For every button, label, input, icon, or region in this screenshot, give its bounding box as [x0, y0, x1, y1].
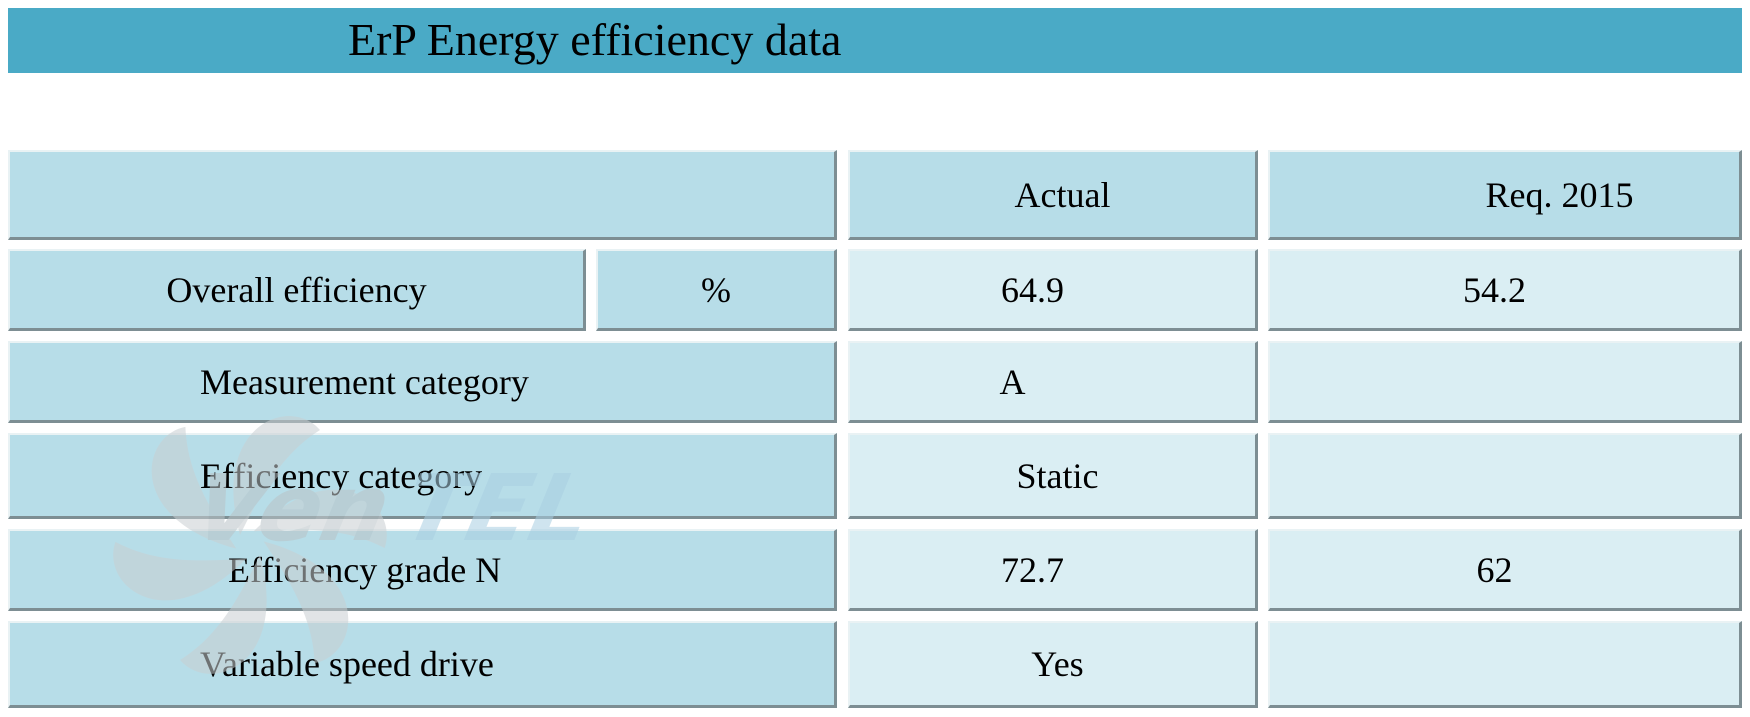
- row-efficiency-grade-req-cell: 62: [1268, 529, 1742, 611]
- row-measurement-category-label-cell: Measurement category: [8, 341, 837, 423]
- row-variable-speed-drive-req-cell: [1268, 621, 1742, 708]
- header-req-label: Req. 2015: [1485, 174, 1634, 215]
- row-efficiency-category-label-cell: Efficiency category: [8, 433, 837, 519]
- row-req-value: 62: [1476, 549, 1513, 590]
- row-measurement-category-actual-cell: A: [848, 341, 1258, 423]
- row-variable-speed-drive-actual-cell: Yes: [848, 621, 1258, 708]
- row-overall-efficiency-req-cell: 54.2: [1268, 249, 1742, 331]
- row-efficiency-category-actual-cell: Static: [848, 433, 1258, 519]
- header-actual-cell: Actual: [848, 150, 1258, 240]
- row-actual-value: Static: [1016, 455, 1099, 496]
- row-overall-efficiency-actual-cell: 64.9: [848, 249, 1258, 331]
- row-actual-value: A: [999, 361, 1026, 402]
- page-title: ErP Energy efficiency data: [348, 14, 842, 65]
- row-actual-value: 72.7: [1001, 549, 1064, 590]
- row-actual-value: Yes: [1031, 644, 1084, 684]
- row-label: Variable speed drive: [200, 644, 494, 684]
- row-actual-value: 64.9: [1001, 269, 1064, 310]
- header-actual-label: Actual: [1014, 174, 1111, 215]
- row-measurement-category-req-cell: [1268, 341, 1742, 423]
- row-efficiency-category-req-cell: [1268, 433, 1742, 519]
- row-req-value: 54.2: [1463, 269, 1526, 310]
- row-efficiency-grade-actual-cell: 72.7: [848, 529, 1258, 611]
- row-label: Efficiency category: [200, 455, 483, 496]
- header-req-cell: Req. 2015: [1268, 150, 1742, 240]
- row-label: Overall efficiency: [166, 269, 427, 310]
- row-label: Efficiency grade N: [228, 549, 502, 590]
- header-blank-cell: [8, 150, 837, 240]
- row-overall-efficiency-unit-cell: %: [596, 249, 837, 331]
- row-label: Measurement category: [200, 361, 529, 402]
- row-overall-efficiency-label-cell: Overall efficiency: [8, 249, 586, 331]
- title-bar: ErP Energy efficiency data: [8, 8, 1742, 73]
- row-variable-speed-drive-label-cell: Variable speed drive: [8, 621, 837, 708]
- row-unit: %: [701, 269, 731, 310]
- row-efficiency-grade-label-cell: Efficiency grade N: [8, 529, 837, 611]
